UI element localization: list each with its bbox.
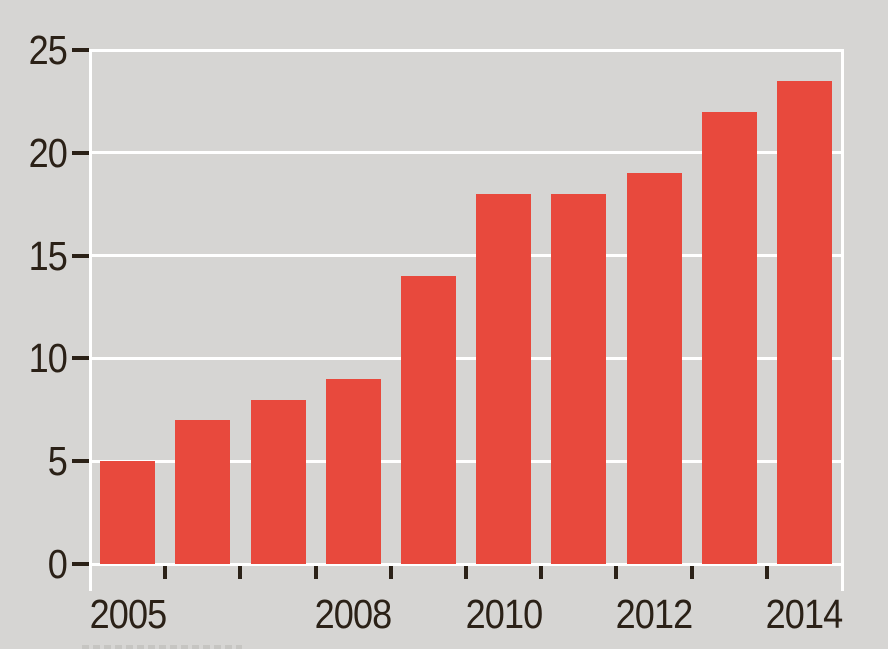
x-axis-tick-7 <box>614 566 619 579</box>
y-axis-label-20: 20 <box>28 129 68 176</box>
axis-frame-right <box>840 48 844 591</box>
bar-2010 <box>476 193 532 564</box>
x-axis-label-2008: 2008 <box>314 591 393 637</box>
cropped-caption-fragment <box>82 645 242 649</box>
bar-2012 <box>626 173 682 564</box>
y-axis-label-15: 15 <box>28 232 68 279</box>
bar-2013 <box>701 111 757 564</box>
y-axis-label-0: 0 <box>47 541 68 587</box>
x-axis-tick-4 <box>388 566 393 579</box>
bar-2009 <box>400 276 456 564</box>
bar-2007 <box>250 399 306 564</box>
gridline-y-25 <box>88 48 844 52</box>
x-axis-label-2014: 2014 <box>766 591 844 637</box>
y-axis-label-25: 25 <box>28 27 68 73</box>
y-axis-tick-0 <box>72 562 89 566</box>
x-axis-tick-8 <box>689 566 694 579</box>
gridline-y-5 <box>88 459 844 463</box>
y-axis-label-5: 5 <box>47 438 68 485</box>
gridline-y-15 <box>88 254 844 258</box>
y-axis-tick-25 <box>72 48 89 52</box>
x-axis-label-2012: 2012 <box>615 591 694 637</box>
gridline-y-10 <box>88 356 844 360</box>
y-axis-tick-20 <box>72 150 89 155</box>
x-axis-tick-9 <box>764 566 769 579</box>
x-axis-tick-5 <box>464 566 468 579</box>
y-axis-label-10: 10 <box>28 335 68 382</box>
y-axis-tick-15 <box>72 253 89 258</box>
y-axis-tick-5 <box>72 459 89 464</box>
bar-2011 <box>551 193 607 564</box>
x-axis-label-2005: 2005 <box>89 591 167 637</box>
gridline-y-0 <box>88 562 844 566</box>
x-axis-tick-6 <box>539 566 544 579</box>
bar-2014 <box>776 80 832 564</box>
x-axis-tick-1 <box>163 566 168 579</box>
gridline-y-20 <box>88 151 844 155</box>
y-axis-tick-10 <box>72 356 89 361</box>
bar-2008 <box>325 378 381 564</box>
x-axis-tick-3 <box>313 566 318 579</box>
axis-frame-left <box>88 48 92 591</box>
x-axis-tick-2 <box>238 566 243 579</box>
bar-2006 <box>175 420 231 564</box>
x-axis-label-2010: 2010 <box>465 591 543 637</box>
bar-2005 <box>100 461 156 564</box>
